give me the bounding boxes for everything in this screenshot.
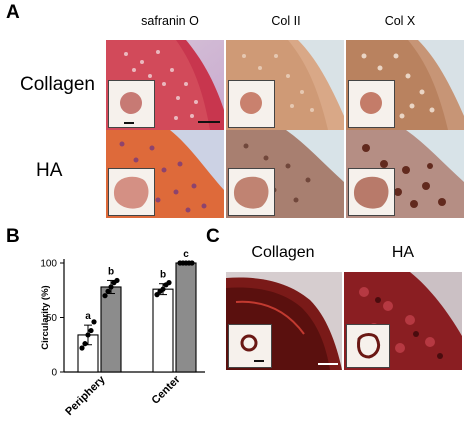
micrograph-ha-safranin [106, 130, 224, 218]
bar [152, 288, 174, 373]
inset-scale-bar [254, 360, 264, 362]
data-point [82, 341, 88, 347]
significance-letter: c [183, 249, 189, 260]
bar [100, 286, 122, 373]
panel-c-header-ha: HA [391, 244, 415, 261]
column-header-col10: Col X [384, 14, 416, 28]
inset-c-collagen [228, 324, 272, 368]
inset-collagen-safranin [108, 80, 155, 128]
panel-b-letter: B [6, 226, 20, 247]
data-point [105, 288, 111, 294]
data-point [79, 345, 85, 351]
x-tick-label: Center [149, 373, 183, 407]
significance-letter: b [108, 266, 114, 277]
inset-ha-col10 [348, 168, 395, 216]
micrograph-ha-col2 [226, 130, 344, 218]
inset-ha-col2 [228, 168, 275, 216]
significance-letter: a [85, 311, 91, 322]
column-header-col2: Col II [271, 14, 301, 28]
data-point [91, 319, 97, 325]
significance-letter: b [160, 270, 166, 281]
micrograph-collagen-col2 [226, 40, 344, 130]
micrograph-collagen-col10 [346, 40, 464, 130]
micrograph-c-ha [344, 272, 462, 370]
panel-a-letter: A [6, 2, 20, 23]
y-tick-label: 0 [51, 368, 57, 379]
y-axis-label: Circularity (%) [40, 285, 51, 349]
micrograph-ha-col10 [346, 130, 464, 218]
scale-bar [198, 121, 220, 123]
data-point [160, 286, 166, 292]
inset-collagen-col10 [348, 80, 395, 128]
inset-c-ha [346, 324, 390, 368]
data-point [114, 277, 120, 284]
inset-ha-safranin [108, 168, 155, 216]
bar [175, 262, 197, 373]
panel-c-letter: C [206, 226, 220, 247]
data-point [85, 332, 91, 338]
inset-scale-bar [124, 122, 134, 124]
data-point [166, 280, 172, 286]
row-label-ha: HA [36, 160, 63, 181]
data-point [189, 260, 195, 266]
scale-bar [318, 363, 338, 365]
row-label-collagen: Collagen [20, 74, 95, 95]
x-tick-label: Periphery [63, 373, 108, 418]
column-header-safranin: safranin O [141, 14, 199, 28]
y-tick-label: 50 [46, 313, 58, 324]
y-tick-label: 100 [40, 259, 57, 270]
inset-collagen-col2 [228, 80, 275, 128]
data-point [108, 284, 114, 290]
data-point [88, 327, 94, 334]
panel-c-header-collagen: Collagen [251, 244, 315, 261]
circularity-chart: 0 50 100 Circularity (%) a b Periphery b c Center [40, 249, 205, 418]
micrograph-collagen-safranin [106, 40, 224, 130]
data-point [102, 293, 108, 299]
data-point [154, 292, 160, 298]
micrograph-c-collagen [226, 272, 342, 370]
